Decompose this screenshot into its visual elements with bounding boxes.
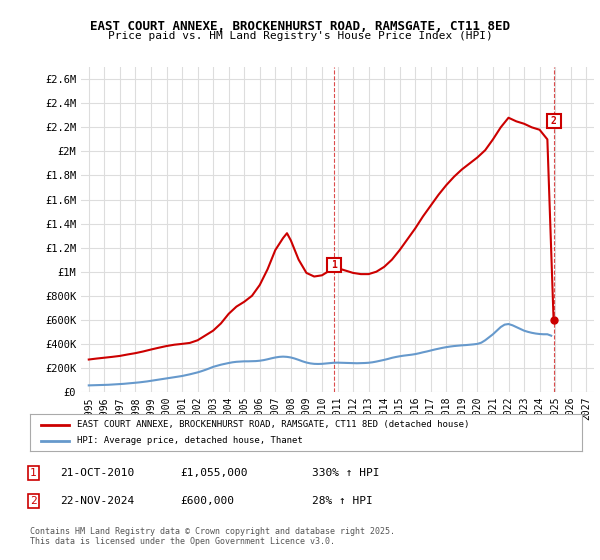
Text: 2: 2	[551, 116, 557, 127]
Text: 21-OCT-2010: 21-OCT-2010	[60, 468, 134, 478]
Text: Contains HM Land Registry data © Crown copyright and database right 2025.
This d: Contains HM Land Registry data © Crown c…	[30, 526, 395, 546]
Text: 1: 1	[30, 468, 37, 478]
Text: £1,055,000: £1,055,000	[180, 468, 248, 478]
Text: 1: 1	[331, 260, 337, 270]
Text: 2: 2	[30, 496, 37, 506]
Text: Price paid vs. HM Land Registry's House Price Index (HPI): Price paid vs. HM Land Registry's House …	[107, 31, 493, 41]
Text: £600,000: £600,000	[180, 496, 234, 506]
Text: EAST COURT ANNEXE, BROCKENHURST ROAD, RAMSGATE, CT11 8ED (detached house): EAST COURT ANNEXE, BROCKENHURST ROAD, RA…	[77, 420, 469, 429]
Text: 22-NOV-2024: 22-NOV-2024	[60, 496, 134, 506]
Text: HPI: Average price, detached house, Thanet: HPI: Average price, detached house, Than…	[77, 436, 302, 445]
Text: 330% ↑ HPI: 330% ↑ HPI	[312, 468, 380, 478]
Text: 28% ↑ HPI: 28% ↑ HPI	[312, 496, 373, 506]
Text: EAST COURT ANNEXE, BROCKENHURST ROAD, RAMSGATE, CT11 8ED: EAST COURT ANNEXE, BROCKENHURST ROAD, RA…	[90, 20, 510, 32]
